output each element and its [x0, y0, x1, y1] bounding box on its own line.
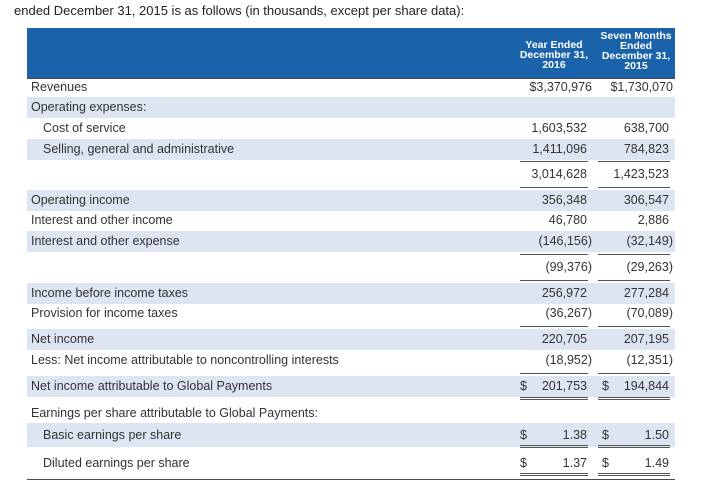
value-2016: 3,014,628 — [531, 167, 587, 181]
row-label: Cost of service — [43, 121, 126, 135]
total-double-rule — [598, 397, 670, 400]
value-2015: (32,149) — [626, 234, 673, 248]
value-2015: 1,423,523 — [613, 167, 669, 181]
row-label: Operating income — [31, 193, 130, 207]
subtotal-rule — [598, 254, 670, 255]
row-label: Earnings per share attributable to Globa… — [31, 406, 318, 420]
table-row-sga: Selling, general and administrative 1,41… — [27, 139, 675, 160]
table-row-interest-net: (99,376) (29,263) — [27, 257, 675, 278]
header-line: Ended — [619, 40, 653, 52]
value-2015: 207,195 — [623, 332, 669, 346]
row-label: Interest and other expense — [31, 234, 180, 248]
subtotal-rule — [520, 280, 588, 281]
row-label: Net income attributable to Global Paymen… — [31, 379, 273, 393]
table-row-basic-eps: Basic earnings per share $ 1.38 $ 1.50 — [27, 423, 675, 447]
total-double-rule — [520, 473, 588, 476]
value-2016: (36,267) — [545, 306, 592, 320]
column-header-year-2016: Year Ended December 31, 2016 — [515, 39, 593, 71]
value-2016: (99,376) — [545, 260, 592, 274]
column-header-seven-months-2015: Seven Months Ended December 31, 2015 — [597, 30, 675, 72]
table-row-operating-income: Operating income 356,348 306,547 — [27, 190, 675, 211]
header-rule — [27, 78, 675, 79]
table-row-provision-taxes: Provision for income taxes (36,267) (70,… — [27, 303, 675, 324]
table-row-operating-expenses: Operating expenses: — [27, 97, 675, 118]
value-2015: 194,844 — [623, 379, 669, 393]
row-label: Diluted earnings per share — [43, 456, 190, 470]
subtotal-rule — [598, 187, 670, 188]
value-2015: 277,284 — [623, 286, 669, 300]
table-row-noncontrolling-interests: Less: Net income attributable to noncont… — [27, 350, 675, 371]
table-row-total-operating-expenses: 3,014,628 1,423,523 — [27, 164, 675, 185]
dollar-sign: $ — [602, 428, 609, 442]
header-line: 2016 — [542, 59, 566, 71]
total-double-rule — [520, 445, 588, 448]
value-2016: 201,753 — [541, 379, 587, 393]
value-2015: 1.50 — [644, 428, 669, 442]
row-label: Basic earnings per share — [43, 428, 182, 442]
table-row-revenues: Revenues $3,370,976 $1,730,070 — [27, 77, 675, 98]
value-2015: 2,886 — [637, 213, 669, 227]
dollar-sign: $ — [602, 456, 609, 470]
table-row-interest-income: Interest and other income 46,780 2,886 — [27, 210, 675, 231]
subtotal-rule — [598, 373, 670, 374]
value-2016: $3,370,976 — [529, 80, 592, 94]
dollar-sign: $ — [520, 428, 527, 442]
row-label: Less: Net income attributable to noncont… — [31, 353, 339, 367]
table-row-interest-expense: Interest and other expense (146,156) (32… — [27, 231, 675, 252]
row-label: Selling, general and administrative — [43, 142, 235, 156]
dollar-sign: $ — [520, 379, 527, 393]
value-2015: 784,823 — [623, 142, 669, 156]
row-label: Net income — [31, 332, 95, 346]
header-line: Seven Months — [600, 30, 672, 42]
value-2016: 1.38 — [562, 428, 587, 442]
table-row-net-income-global-payments: Net income attributable to Global Paymen… — [27, 376, 675, 397]
total-double-rule — [520, 397, 588, 400]
table-bottom-rule — [27, 479, 675, 480]
value-2015: 306,547 — [623, 193, 669, 207]
table-row-income-before-taxes: Income before income taxes 256,972 277,2… — [27, 283, 675, 304]
table-row-cost-of-service: Cost of service 1,603,532 638,700 — [27, 118, 675, 139]
row-label: Provision for income taxes — [31, 306, 178, 320]
row-label: Operating expenses: — [31, 100, 147, 114]
value-2016: (18,952) — [545, 353, 592, 367]
value-2015: (70,089) — [626, 306, 673, 320]
header-line: Year Ended — [525, 39, 583, 51]
subtotal-rule — [520, 161, 588, 162]
value-2016: 356,348 — [541, 193, 587, 207]
total-double-rule — [598, 445, 670, 448]
row-label: Income before income taxes — [31, 286, 189, 300]
dollar-sign: $ — [520, 456, 527, 470]
subtotal-rule — [598, 326, 670, 327]
value-2016: 1,411,096 — [532, 142, 587, 156]
value-2016: (146,156) — [538, 234, 592, 248]
header-line: December 31, — [601, 50, 671, 62]
table-row-net-income: Net income 220,705 207,195 — [27, 329, 675, 350]
value-2016: 256,972 — [541, 286, 587, 300]
row-label: Interest and other income — [31, 213, 173, 227]
value-2015: (29,263) — [626, 260, 673, 274]
row-label: Revenues — [31, 80, 88, 94]
dollar-sign: $ — [602, 379, 609, 393]
table-row-eps-header: Earnings per share attributable to Globa… — [27, 403, 675, 424]
value-2015: (12,351) — [626, 353, 673, 367]
subtotal-rule — [520, 373, 588, 374]
subtotal-rule — [520, 326, 588, 327]
table-header: Year Ended December 31, 2016 Seven Month… — [27, 28, 675, 78]
value-2015: $1,730,070 — [610, 80, 673, 94]
header-line: 2015 — [624, 60, 648, 72]
header-line: December 31, — [519, 49, 589, 61]
value-2016: 1.37 — [562, 456, 587, 470]
total-double-rule — [598, 473, 670, 476]
subtotal-rule — [520, 254, 588, 255]
value-2016: 46,780 — [548, 213, 587, 227]
value-2016: 1,603,532 — [531, 121, 587, 135]
value-2015: 638,700 — [623, 121, 669, 135]
subtotal-rule — [598, 161, 670, 162]
value-2015: 1.49 — [644, 456, 669, 470]
subtotal-rule — [598, 280, 670, 281]
intro-text: ended December 31, 2015 is as follows (i… — [14, 3, 465, 18]
subtotal-rule — [520, 187, 588, 188]
table-row-diluted-eps: Diluted earnings per share $ 1.37 $ 1.49 — [27, 451, 675, 475]
value-2016: 220,705 — [541, 332, 587, 346]
